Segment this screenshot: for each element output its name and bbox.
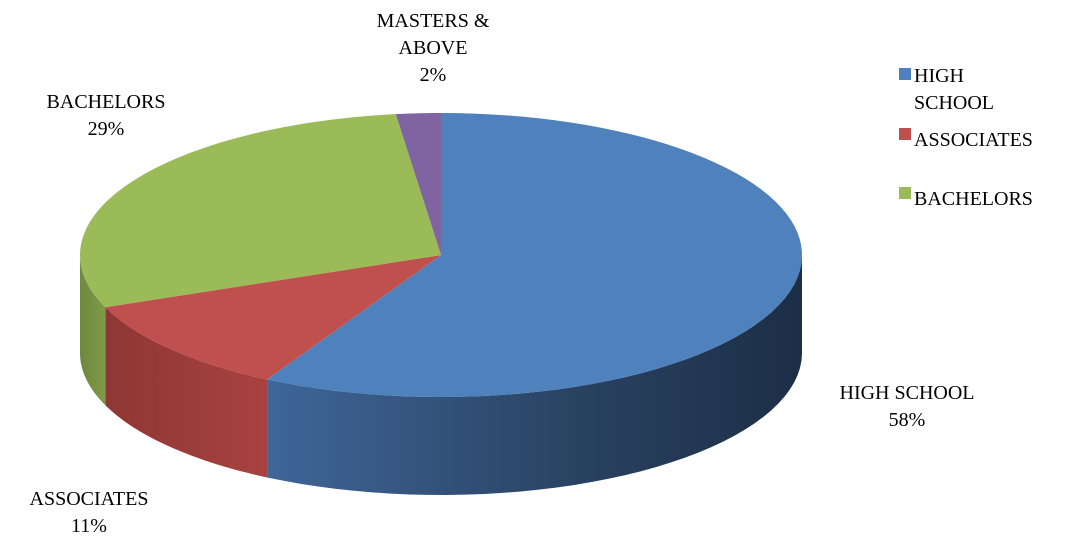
legend-label: HIGH SCHOOL (914, 65, 994, 114)
pie-side-associates (105, 307, 268, 478)
slice-label-associates: ASSOCIATES 11% (30, 488, 149, 537)
legend-item-high-school: HIGH SCHOOL (899, 65, 994, 114)
pie-slice-masters-above (395, 113, 441, 255)
pie-slice-bachelors (80, 114, 442, 308)
legend-swatch (899, 187, 911, 199)
pie-side-high-school (267, 255, 803, 495)
slice-label-high-school: HIGH SCHOOL 58% (840, 382, 975, 431)
pie-sides (80, 255, 803, 495)
legend: HIGH SCHOOL ASSOCIATES BACHELORS (899, 65, 1033, 210)
legend-label: ASSOCIATES (914, 129, 1033, 151)
slice-label-bachelors: BACHELORS 29% (47, 91, 166, 140)
pie-tops (80, 113, 802, 397)
pie-slice-high-school (267, 113, 802, 397)
legend-item-bachelors: BACHELORS (899, 187, 1033, 210)
legend-swatch (899, 128, 911, 140)
legend-swatch (899, 68, 911, 80)
pie-slice-associates (105, 255, 441, 380)
slice-label-masters-above: MASTERS & ABOVE 2% (377, 10, 490, 86)
legend-item-associates: ASSOCIATES (899, 128, 1033, 151)
pie-side-bachelors (80, 255, 106, 406)
slice-labels: HIGH SCHOOL 58% ASSOCIATES 11% BACHELORS 29% M… (30, 10, 975, 537)
legend-label: BACHELORS (914, 188, 1033, 210)
